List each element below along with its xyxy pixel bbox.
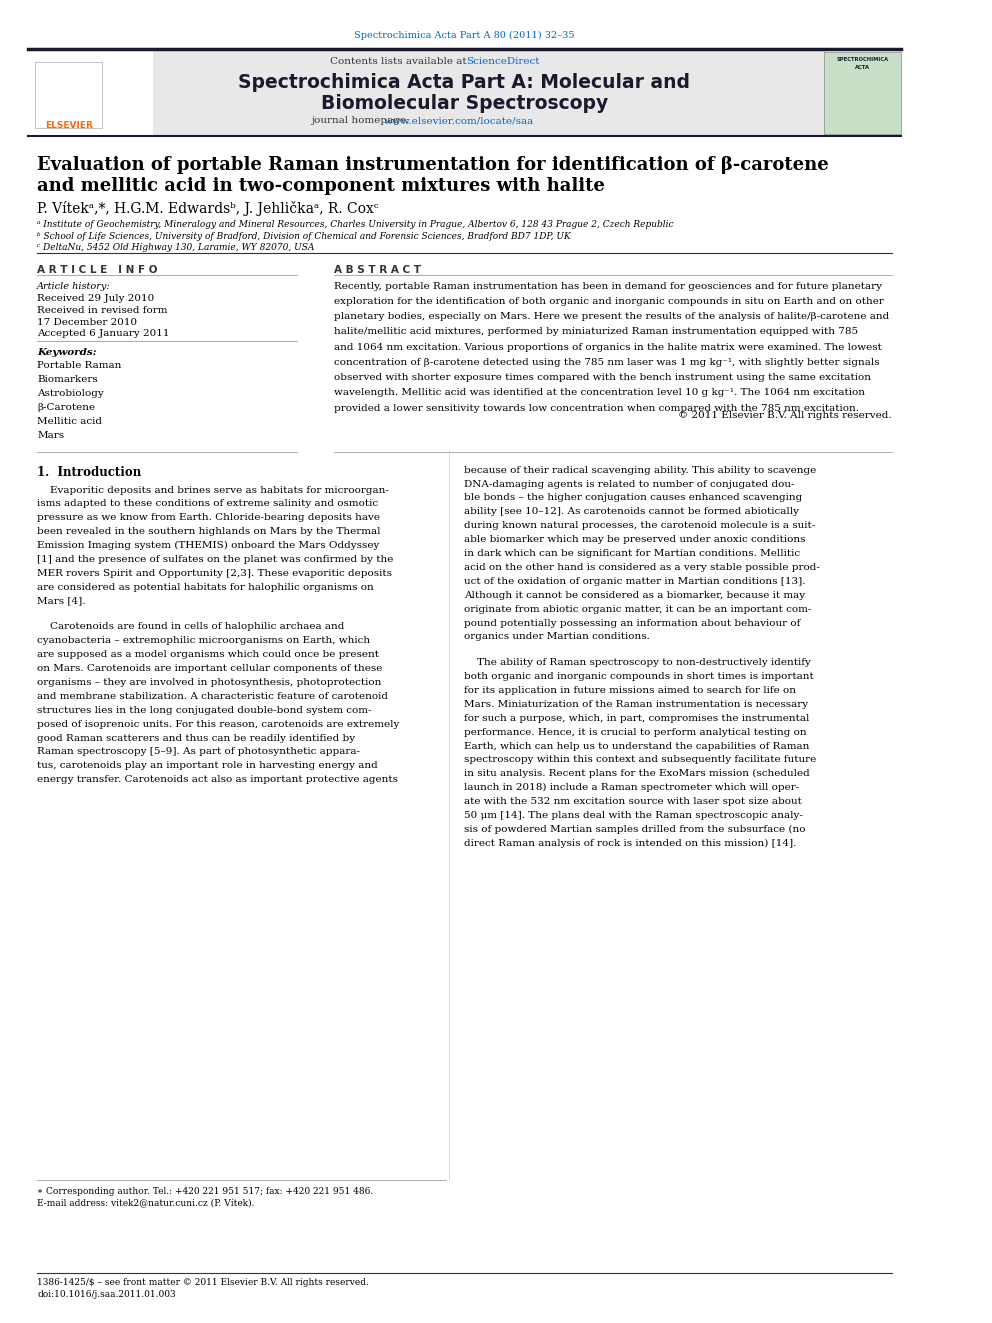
Text: β-Carotene: β-Carotene bbox=[37, 402, 95, 411]
Text: isms adapted to these conditions of extreme salinity and osmotic: isms adapted to these conditions of extr… bbox=[37, 499, 378, 508]
Text: are considered as potential habitats for halophilic organisms on: are considered as potential habitats for… bbox=[37, 582, 374, 591]
Text: Portable Raman: Portable Raman bbox=[37, 361, 122, 370]
Text: observed with shorter exposure times compared with the bench instrument using th: observed with shorter exposure times com… bbox=[334, 373, 871, 382]
Text: and 1064 nm excitation. Various proportions of organics in the halite matrix wer: and 1064 nm excitation. Various proporti… bbox=[334, 343, 882, 352]
Text: halite/mellitic acid mixtures, performed by miniaturized Raman instrumentation e: halite/mellitic acid mixtures, performed… bbox=[334, 327, 858, 336]
Text: cyanobacteria – extremophilic microorganisms on Earth, which: cyanobacteria – extremophilic microorgan… bbox=[37, 636, 370, 646]
Text: tus, carotenoids play an important role in harvesting energy and: tus, carotenoids play an important role … bbox=[37, 762, 378, 770]
Text: Evaporitic deposits and brines serve as habitats for microorgan-: Evaporitic deposits and brines serve as … bbox=[37, 486, 389, 495]
Text: Article history:: Article history: bbox=[37, 282, 111, 291]
Text: Astrobiology: Astrobiology bbox=[37, 389, 104, 398]
Text: Received 29 July 2010: Received 29 July 2010 bbox=[37, 294, 155, 303]
Text: organisms – they are involved in photosynthesis, photoprotection: organisms – they are involved in photosy… bbox=[37, 677, 382, 687]
Text: Earth, which can help us to understand the capabilities of Raman: Earth, which can help us to understand t… bbox=[464, 741, 809, 750]
Text: direct Raman analysis of rock is intended on this mission) [14].: direct Raman analysis of rock is intende… bbox=[464, 839, 797, 848]
Text: Accepted 6 January 2011: Accepted 6 January 2011 bbox=[37, 329, 170, 339]
Bar bbox=[28, 50, 826, 135]
Text: spectroscopy within this context and subsequently facilitate future: spectroscopy within this context and sub… bbox=[464, 755, 816, 765]
Text: organics under Martian conditions.: organics under Martian conditions. bbox=[464, 632, 651, 642]
Text: doi:10.1016/j.saa.2011.01.003: doi:10.1016/j.saa.2011.01.003 bbox=[37, 1290, 176, 1299]
Text: Biomolecular Spectroscopy: Biomolecular Spectroscopy bbox=[320, 94, 608, 112]
Text: ELSEVIER: ELSEVIER bbox=[45, 120, 92, 130]
Text: journal homepage:: journal homepage: bbox=[311, 116, 413, 126]
Text: ᵃ Institute of Geochemistry, Mineralogy and Mineral Resources, Charles Universit: ᵃ Institute of Geochemistry, Mineralogy … bbox=[37, 220, 674, 229]
Text: performance. Hence, it is crucial to perform analytical testing on: performance. Hence, it is crucial to per… bbox=[464, 728, 807, 737]
Text: pound potentially possessing an information about behaviour of: pound potentially possessing an informat… bbox=[464, 619, 801, 627]
Text: Evaluation of portable Raman instrumentation for identification of β-carotene: Evaluation of portable Raman instrumenta… bbox=[37, 156, 829, 175]
Text: provided a lower sensitivity towards low concentration when compared with the 78: provided a lower sensitivity towards low… bbox=[334, 404, 859, 413]
Text: ability [see 10–12]. As carotenoids cannot be formed abiotically: ability [see 10–12]. As carotenoids cann… bbox=[464, 507, 800, 516]
Text: able biomarker which may be preserved under anoxic conditions: able biomarker which may be preserved un… bbox=[464, 534, 806, 544]
Text: originate from abiotic organic matter, it can be an important com-: originate from abiotic organic matter, i… bbox=[464, 605, 811, 614]
Text: © 2011 Elsevier B.V. All rights reserved.: © 2011 Elsevier B.V. All rights reserved… bbox=[678, 410, 892, 419]
Text: A R T I C L E   I N F O: A R T I C L E I N F O bbox=[37, 265, 158, 275]
Text: P. Vítekᵃ,*, H.G.M. Edwardsᵇ, J. Jehličkaᵃ, R. Coxᶜ: P. Vítekᵃ,*, H.G.M. Edwardsᵇ, J. Jehličk… bbox=[37, 201, 379, 216]
Text: Emission Imaging system (THEMIS) onboard the Mars Oddyssey: Emission Imaging system (THEMIS) onboard… bbox=[37, 541, 380, 550]
Text: in situ analysis. Recent plans for the ExoMars mission (scheduled: in situ analysis. Recent plans for the E… bbox=[464, 769, 810, 778]
Text: SPECTROCHIMICA: SPECTROCHIMICA bbox=[836, 57, 889, 62]
Text: Keywords:: Keywords: bbox=[37, 348, 97, 357]
Text: 1386-1425/$ – see front matter © 2011 Elsevier B.V. All rights reserved.: 1386-1425/$ – see front matter © 2011 El… bbox=[37, 1278, 369, 1287]
Text: Although it cannot be considered as a biomarker, because it may: Although it cannot be considered as a bi… bbox=[464, 590, 806, 599]
Text: during known natural processes, the carotenoid molecule is a suit-: during known natural processes, the caro… bbox=[464, 521, 815, 531]
Text: good Raman scatterers and thus can be readily identified by: good Raman scatterers and thus can be re… bbox=[37, 733, 355, 742]
Text: and membrane stabilization. A characteristic feature of carotenoid: and membrane stabilization. A characteri… bbox=[37, 692, 388, 701]
Text: Spectrochimica Acta Part A 80 (2011) 32–35: Spectrochimica Acta Part A 80 (2011) 32–… bbox=[354, 30, 574, 40]
Text: and mellitic acid in two-component mixtures with halite: and mellitic acid in two-component mixtu… bbox=[37, 177, 605, 196]
Text: on Mars. Carotenoids are important cellular components of these: on Mars. Carotenoids are important cellu… bbox=[37, 664, 383, 673]
Text: www.elsevier.com/locate/saa: www.elsevier.com/locate/saa bbox=[384, 116, 534, 126]
Text: Mars [4].: Mars [4]. bbox=[37, 597, 85, 606]
Text: ᶜ DeltaNu, 5452 Old Highway 130, Laramie, WY 82070, USA: ᶜ DeltaNu, 5452 Old Highway 130, Laramie… bbox=[37, 243, 314, 253]
Text: wavelength. Mellitic acid was identified at the concentration level 10 g kg⁻¹. T: wavelength. Mellitic acid was identified… bbox=[334, 389, 865, 397]
Text: 50 μm [14]. The plans deal with the Raman spectroscopic analy-: 50 μm [14]. The plans deal with the Rama… bbox=[464, 811, 804, 820]
Text: Raman spectroscopy [5–9]. As part of photosynthetic appara-: Raman spectroscopy [5–9]. As part of pho… bbox=[37, 747, 360, 757]
Text: Received in revised form: Received in revised form bbox=[37, 306, 168, 315]
Text: Mars. Miniaturization of the Raman instrumentation is necessary: Mars. Miniaturization of the Raman instr… bbox=[464, 700, 808, 709]
Text: uct of the oxidation of organic matter in Martian conditions [13].: uct of the oxidation of organic matter i… bbox=[464, 577, 806, 586]
Text: because of their radical scavenging ability. This ability to scavenge: because of their radical scavenging abil… bbox=[464, 466, 816, 475]
Text: Biomarkers: Biomarkers bbox=[37, 376, 98, 384]
Bar bbox=[36, 62, 102, 128]
Text: structures lies in the long conjugated double-bond system com-: structures lies in the long conjugated d… bbox=[37, 706, 372, 714]
Text: Spectrochimica Acta Part A: Molecular and: Spectrochimica Acta Part A: Molecular an… bbox=[238, 73, 690, 91]
Text: in dark which can be significant for Martian conditions. Mellitic: in dark which can be significant for Mar… bbox=[464, 549, 801, 558]
Text: been revealed in the southern highlands on Mars by the Thermal: been revealed in the southern highlands … bbox=[37, 527, 381, 536]
Text: acid on the other hand is considered as a very stable possible prod-: acid on the other hand is considered as … bbox=[464, 564, 820, 572]
Text: DNA-damaging agents is related to number of conjugated dou-: DNA-damaging agents is related to number… bbox=[464, 479, 795, 488]
Text: pressure as we know from Earth. Chloride-bearing deposits have: pressure as we know from Earth. Chloride… bbox=[37, 513, 380, 523]
Text: ∗ Corresponding author. Tel.: +420 221 951 517; fax: +420 221 951 486.: ∗ Corresponding author. Tel.: +420 221 9… bbox=[37, 1187, 373, 1196]
Text: ᵇ School of Life Sciences, University of Bradford, Division of Chemical and Fore: ᵇ School of Life Sciences, University of… bbox=[37, 232, 571, 241]
Text: MER rovers Spirit and Opportunity [2,3]. These evaporitic deposits: MER rovers Spirit and Opportunity [2,3].… bbox=[37, 569, 392, 578]
Text: ate with the 532 nm excitation source with laser spot size about: ate with the 532 nm excitation source wi… bbox=[464, 796, 803, 806]
Text: ScienceDirect: ScienceDirect bbox=[466, 57, 540, 66]
Bar bbox=[28, 50, 153, 135]
Text: 1.  Introduction: 1. Introduction bbox=[37, 466, 142, 479]
Text: Contents lists available at: Contents lists available at bbox=[329, 57, 469, 66]
Text: are supposed as a model organisms which could once be present: are supposed as a model organisms which … bbox=[37, 650, 379, 659]
Text: posed of isoprenoic units. For this reason, carotenoids are extremely: posed of isoprenoic units. For this reas… bbox=[37, 720, 400, 729]
Text: Mellitic acid: Mellitic acid bbox=[37, 417, 102, 426]
Text: The ability of Raman spectroscopy to non-destructively identify: The ability of Raman spectroscopy to non… bbox=[464, 658, 811, 667]
Text: concentration of β-carotene detected using the 785 nm laser was 1 mg kg⁻¹, with : concentration of β-carotene detected usi… bbox=[334, 357, 880, 366]
Text: planetary bodies, especially on Mars. Here we present the results of the analysi: planetary bodies, especially on Mars. He… bbox=[334, 312, 890, 321]
Text: A B S T R A C T: A B S T R A C T bbox=[334, 265, 422, 275]
Text: ACTA: ACTA bbox=[855, 65, 870, 70]
Text: for its application in future missions aimed to search for life on: for its application in future missions a… bbox=[464, 685, 797, 695]
Text: [1] and the presence of sulfates on the planet was confirmed by the: [1] and the presence of sulfates on the … bbox=[37, 556, 394, 564]
Text: energy transfer. Carotenoids act also as important protective agents: energy transfer. Carotenoids act also as… bbox=[37, 775, 398, 785]
Text: 17 December 2010: 17 December 2010 bbox=[37, 318, 137, 327]
Text: sis of powdered Martian samples drilled from the subsurface (no: sis of powdered Martian samples drilled … bbox=[464, 826, 806, 833]
Bar bbox=[823, 52, 901, 134]
Text: exploration for the identification of both organic and inorganic compounds in si: exploration for the identification of bo… bbox=[334, 296, 884, 306]
Text: for such a purpose, which, in part, compromises the instrumental: for such a purpose, which, in part, comp… bbox=[464, 713, 809, 722]
Text: both organic and inorganic compounds in short times is important: both organic and inorganic compounds in … bbox=[464, 672, 814, 681]
Text: Mars: Mars bbox=[37, 431, 64, 439]
Text: E-mail address: vitek2@natur.cuni.cz (P. Vítek).: E-mail address: vitek2@natur.cuni.cz (P.… bbox=[37, 1199, 255, 1208]
Text: launch in 2018) include a Raman spectrometer which will oper-: launch in 2018) include a Raman spectrom… bbox=[464, 783, 800, 792]
Text: ble bonds – the higher conjugation causes enhanced scavenging: ble bonds – the higher conjugation cause… bbox=[464, 493, 803, 503]
Text: Recently, portable Raman instrumentation has been in demand for geosciences and : Recently, portable Raman instrumentation… bbox=[334, 282, 882, 291]
Text: Carotenoids are found in cells of halophilic archaea and: Carotenoids are found in cells of haloph… bbox=[37, 623, 344, 631]
